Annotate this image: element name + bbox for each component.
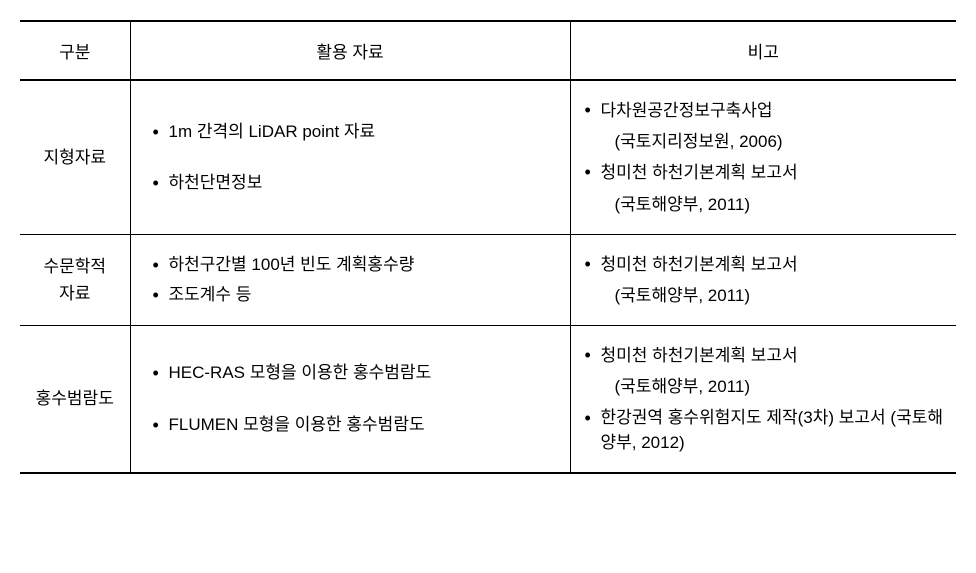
note-sub: (국토해양부, 2011) <box>601 282 949 309</box>
note-main: 청미천 하천기본계획 보고서 <box>601 159 949 186</box>
cell-notes: 다차원공간정보구축사업 (국토지리정보원, 2006) 청미천 하천기본계획 보고서… <box>570 80 956 234</box>
cell-notes: 청미천 하천기본계획 보고서 (국토해양부, 2011) 한강권역 홍수위험지도 제… <box>570 326 956 473</box>
header-notes: 비고 <box>570 21 956 80</box>
note-main: 청미천 하천기본계획 보고서 <box>601 342 949 369</box>
usage-list: 1m 간격의 LiDAR point 자료하천단면정보 <box>151 119 558 196</box>
usage-list: HEC-RAS 모형을 이용한 홍수범람도 FLUMEN 모형을 이용한 홍수범람… <box>151 360 558 437</box>
notes-item: 청미천 하천기본계획 보고서 (국토해양부, 2011) <box>583 342 949 400</box>
header-category: 구분 <box>20 21 130 80</box>
usage-item: 조도계수 등 <box>151 282 558 308</box>
cell-category: 홍수범람도 <box>20 326 130 473</box>
usage-list: 하천구간별 100년 빈도 계획홍수량조도계수 등 <box>151 252 558 307</box>
header-usage: 활용 자료 <box>130 21 570 80</box>
usage-item: 하천단면정보 <box>151 170 558 196</box>
notes-item: 한강권역 홍수위험지도 제작(3차) 보고서 (국토해양부, 2012) <box>583 405 949 456</box>
header-row: 구분 활용 자료 비고 <box>20 21 956 80</box>
notes-item: 청미천 하천기본계획 보고서 (국토해양부, 2011) <box>583 251 949 309</box>
note-main: 청미천 하천기본계획 보고서 <box>601 251 949 278</box>
cell-category: 지형자료 <box>20 80 130 234</box>
note-sub: (국토지리정보원, 2006) <box>601 128 949 155</box>
usage-item: FLUMEN 모형을 이용한 홍수범람도 <box>151 412 558 438</box>
cell-usage: HEC-RAS 모형을 이용한 홍수범람도 FLUMEN 모형을 이용한 홍수범람… <box>130 326 570 473</box>
notes-item: 다차원공간정보구축사업 (국토지리정보원, 2006) <box>583 97 949 155</box>
cell-category: 수문학적자료 <box>20 234 130 325</box>
note-sub: (국토해양부, 2011) <box>601 373 949 400</box>
table-row: 수문학적자료 하천구간별 100년 빈도 계획홍수량조도계수 등 청미천 하천기본계… <box>20 234 956 325</box>
cell-notes: 청미천 하천기본계획 보고서 (국토해양부, 2011) <box>570 234 956 325</box>
cell-usage: 하천구간별 100년 빈도 계획홍수량조도계수 등 <box>130 234 570 325</box>
notes-list: 청미천 하천기본계획 보고서 (국토해양부, 2011) <box>583 251 949 309</box>
table-header: 구분 활용 자료 비고 <box>20 21 956 80</box>
table-row: 지형자료 1m 간격의 LiDAR point 자료하천단면정보 다차원공간정보구축… <box>20 80 956 234</box>
notes-item: 청미천 하천기본계획 보고서 (국토해양부, 2011) <box>583 159 949 217</box>
data-table: 구분 활용 자료 비고 지형자료 1m 간격의 LiDAR point 자료하천단… <box>20 20 956 474</box>
cell-usage: 1m 간격의 LiDAR point 자료하천단면정보 <box>130 80 570 234</box>
note-sub: (국토해양부, 2011) <box>601 191 949 218</box>
notes-list: 다차원공간정보구축사업 (국토지리정보원, 2006) 청미천 하천기본계획 보고서… <box>583 97 949 218</box>
usage-item: HEC-RAS 모형을 이용한 홍수범람도 <box>151 360 558 386</box>
table-row: 홍수범람도 HEC-RAS 모형을 이용한 홍수범람도 FLUMEN 모형을 이용한… <box>20 326 956 473</box>
table-body: 지형자료 1m 간격의 LiDAR point 자료하천단면정보 다차원공간정보구축… <box>20 80 956 473</box>
notes-list: 청미천 하천기본계획 보고서 (국토해양부, 2011) 한강권역 홍수위험지도 제… <box>583 342 949 455</box>
usage-item: 하천구간별 100년 빈도 계획홍수량 <box>151 252 558 278</box>
usage-item: 1m 간격의 LiDAR point 자료 <box>151 119 558 145</box>
data-table-container: 구분 활용 자료 비고 지형자료 1m 간격의 LiDAR point 자료하천단… <box>20 20 956 474</box>
note-main: 다차원공간정보구축사업 <box>601 97 949 124</box>
